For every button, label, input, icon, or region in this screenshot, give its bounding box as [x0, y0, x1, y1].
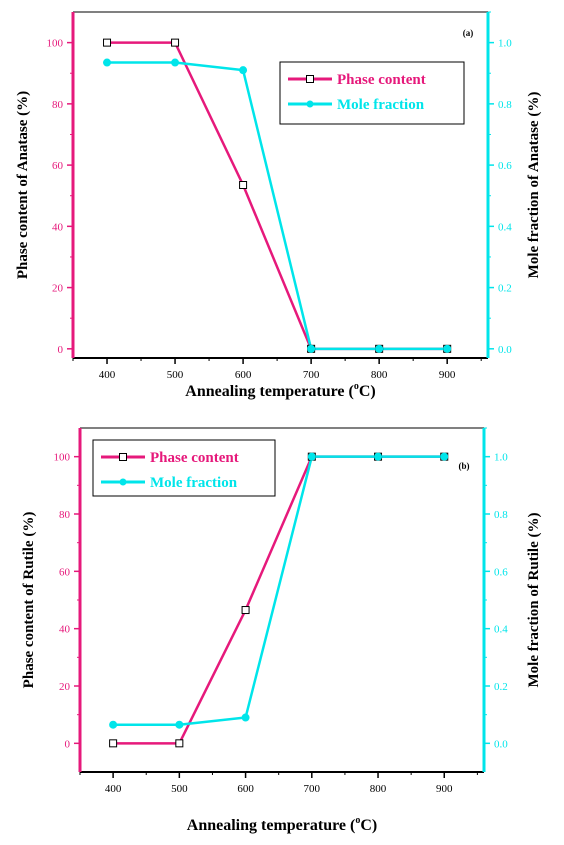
x-axis-title-main: Annealing temperature (: [185, 383, 354, 400]
data-point-mole-fraction: [175, 720, 184, 729]
right-y-tick-label: 0.6: [494, 566, 508, 578]
series-line-mole-fraction: [107, 61, 448, 351]
x-tick-label: 600: [237, 783, 254, 795]
left-y-tick-label: 100: [47, 38, 64, 50]
legend-marker-square: [119, 453, 127, 461]
series-line-phase-content: [113, 455, 445, 745]
right-y-axis-title: Mole fraction of Rutile (%): [526, 513, 542, 688]
right-y-tick-label: 1.0: [498, 38, 512, 50]
right-y-tick-label: 1.0: [494, 452, 508, 464]
x-tick-label: 600: [235, 369, 252, 381]
right-y-tick-label: 0.8: [494, 509, 508, 521]
left-y-tick-label: 20: [52, 283, 64, 295]
data-point-mole-fraction: [375, 344, 384, 353]
x-tick-label: 800: [370, 783, 387, 795]
x-tick-label: 700: [304, 783, 321, 795]
right-y-tick-label: 0.4: [494, 624, 508, 636]
legend-box: [92, 439, 276, 497]
data-point-mole-fraction: [241, 713, 250, 722]
left-y-tick-label: 0: [58, 344, 64, 356]
right-y-tick-label: 0.0: [494, 738, 508, 750]
data-point-mole-fraction: [443, 344, 452, 353]
left-y-tick-label: 100: [54, 452, 71, 464]
data-point-phase-content: [103, 38, 112, 47]
left-y-tick-label: 60: [52, 160, 64, 172]
panel-label: (b): [459, 461, 470, 471]
legend-marker-circle: [306, 100, 314, 108]
data-point-mole-fraction: [103, 58, 112, 67]
right-y-axis-title: Mole fraction of Anatase (%): [526, 92, 542, 279]
right-y-tick-label: 0.2: [498, 283, 512, 295]
x-tick-label: 900: [439, 369, 456, 381]
data-point-phase-content: [239, 181, 248, 189]
legend-label: Phase content: [337, 72, 426, 88]
legend-label: Mole fraction: [150, 475, 238, 491]
data-point-phase-content: [241, 606, 250, 615]
left-y-tick-label: 40: [59, 624, 71, 636]
legend-label: Phase content: [150, 450, 239, 466]
data-point-mole-fraction: [374, 452, 383, 461]
x-axis-title: Annealing temperature (oC): [185, 381, 375, 400]
legend-marker-square: [306, 75, 314, 83]
data-point-phase-content: [175, 739, 184, 748]
legend-label: Mole fraction: [337, 97, 425, 113]
x-axis-title-main: Annealing temperature (: [187, 817, 356, 834]
x-axis-title: Annealing temperature (oC): [187, 815, 377, 834]
x-tick-label: 400: [105, 783, 122, 795]
data-point-mole-fraction: [307, 344, 316, 353]
data-point-phase-content: [109, 739, 118, 748]
panel-label: (a): [463, 28, 474, 38]
right-y-tick-label: 0.0: [498, 344, 512, 356]
x-axis-title-degree: o: [354, 381, 359, 392]
legend: Phase content Mole fraction: [279, 61, 465, 125]
x-axis-title-unit: C): [360, 817, 377, 834]
data-point-mole-fraction: [307, 452, 316, 461]
left-y-tick-label: 80: [52, 99, 64, 111]
data-point-mole-fraction: [171, 58, 180, 67]
data-point-mole-fraction: [440, 452, 449, 461]
x-axis-title-unit: C): [359, 383, 376, 400]
x-tick-label: 500: [171, 783, 188, 795]
legend: Phase content Mole fraction: [92, 439, 276, 497]
left-y-axis-title: Phase content of Anatase (%): [15, 91, 31, 279]
left-y-tick-label: 40: [52, 221, 64, 233]
legend-box: [279, 61, 465, 125]
right-y-tick-label: 0.8: [498, 99, 512, 111]
x-tick-label: 900: [436, 783, 453, 795]
left-y-tick-label: 60: [59, 566, 71, 578]
right-y-tick-label: 0.6: [498, 160, 512, 172]
x-tick-label: 700: [303, 369, 320, 381]
left-y-axis-title: Phase content of Rutile (%): [21, 512, 37, 689]
chart-panel-a: 400 500 600 700 800 900 0 20 40 60 80 100 0.0 0.2 0.4 0…: [15, 11, 542, 400]
left-y-tick-label: 80: [59, 509, 71, 521]
data-point-mole-fraction: [109, 720, 118, 729]
series-line-mole-fraction: [113, 455, 445, 726]
x-axis-title-degree: o: [355, 815, 360, 826]
x-tick-label: 800: [371, 369, 388, 381]
data-point-mole-fraction: [239, 66, 248, 75]
right-y-tick-label: 0.4: [498, 221, 512, 233]
right-y-tick-label: 0.2: [494, 681, 508, 693]
data-point-phase-content: [171, 38, 180, 47]
x-tick-label: 400: [99, 369, 116, 381]
x-tick-label: 500: [167, 369, 184, 381]
left-y-tick-label: 0: [65, 738, 71, 750]
legend-marker-circle: [119, 478, 127, 486]
chart-panel-b: 400 500 600 700 800 900 0 20 40 60 80 100 0.0 0.2 0.4 0…: [21, 427, 542, 834]
left-y-tick-label: 20: [59, 681, 71, 693]
